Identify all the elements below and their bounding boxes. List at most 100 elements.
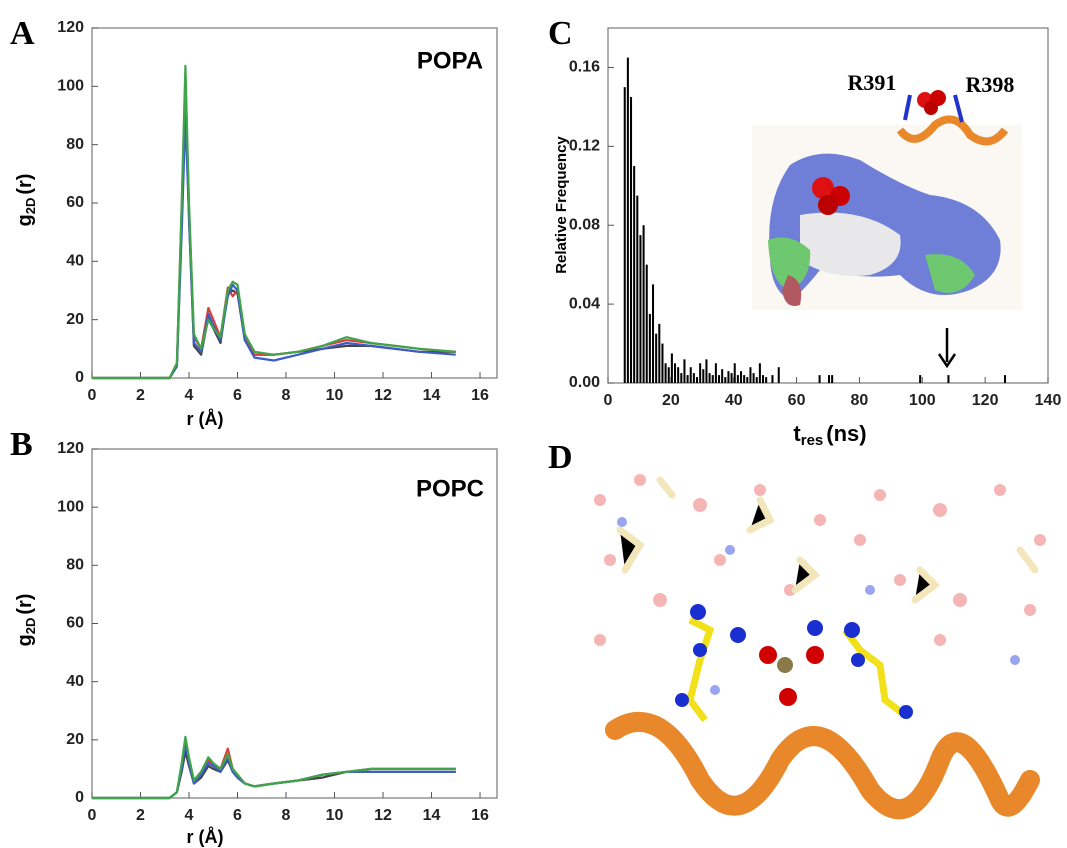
bar xyxy=(642,225,645,383)
label-sub: res xyxy=(801,432,824,449)
x-axis-label: r (Å) xyxy=(187,827,224,847)
x-tick-label: 10 xyxy=(326,807,344,824)
panel-label: D xyxy=(548,439,573,476)
bar xyxy=(661,343,664,383)
x-tick-label: 8 xyxy=(282,387,291,404)
x-axis-label: r (Å) xyxy=(187,409,224,429)
bar xyxy=(630,97,633,384)
bar xyxy=(683,359,686,383)
series-line xyxy=(92,735,456,800)
x-tick-label: 2 xyxy=(136,807,145,824)
label-main: t xyxy=(793,421,801,446)
bar xyxy=(639,235,642,383)
y-tick-label: 40 xyxy=(66,253,84,270)
y-tick-label: 100 xyxy=(57,498,84,515)
bar xyxy=(1004,375,1007,383)
bar xyxy=(818,375,821,383)
x-tick-label: 16 xyxy=(471,387,489,404)
series-line xyxy=(92,750,456,800)
bar xyxy=(947,375,950,383)
x-tick-label: 60 xyxy=(788,392,806,409)
y-tick-label: 100 xyxy=(57,78,84,95)
bar xyxy=(730,373,733,383)
annotation: R398 xyxy=(966,72,1015,97)
y-tick-label: 120 xyxy=(57,19,84,36)
series-line xyxy=(92,76,456,380)
bar xyxy=(749,367,752,383)
bar xyxy=(727,371,730,383)
bar xyxy=(667,367,670,383)
label-sub: 2D xyxy=(23,198,38,215)
y-tick-label: 0 xyxy=(75,369,84,386)
x-tick-label: 12 xyxy=(374,807,392,824)
bar xyxy=(711,375,714,383)
chart-title: POPC xyxy=(416,475,484,502)
bar xyxy=(623,87,626,384)
bar xyxy=(705,359,708,383)
series-line xyxy=(92,91,456,380)
bar xyxy=(670,353,673,383)
arrow xyxy=(937,328,957,369)
x-tick-label: 120 xyxy=(972,392,999,409)
x-tick-label: 10 xyxy=(326,387,344,404)
bar xyxy=(664,363,667,383)
bar xyxy=(645,264,648,383)
bar xyxy=(721,369,724,383)
bar xyxy=(740,371,743,383)
bar xyxy=(689,367,692,383)
label-main: g xyxy=(14,634,36,646)
label-rest: (r) xyxy=(14,594,36,615)
y-tick-label: 0.04 xyxy=(569,295,600,312)
y-tick-label: 20 xyxy=(66,731,84,748)
chart-title: POPA xyxy=(417,47,483,74)
y-axis-label: Relative Frequency xyxy=(553,136,570,274)
bar xyxy=(755,377,758,383)
bar xyxy=(733,363,736,383)
x-tick-label: 20 xyxy=(662,392,680,409)
annotation: R391 xyxy=(848,70,897,95)
molecular-render xyxy=(585,465,1055,845)
x-tick-label: 12 xyxy=(374,387,392,404)
x-tick-label: 0 xyxy=(88,387,97,404)
series-line xyxy=(92,114,456,380)
label-main: g xyxy=(14,214,36,226)
bar xyxy=(765,377,768,383)
x-tick-label: 8 xyxy=(282,807,291,824)
y-axis-label: g2D (r) xyxy=(14,594,38,647)
label-rest: (r) xyxy=(14,174,36,195)
bar xyxy=(699,363,702,383)
x-tick-label: 4 xyxy=(185,807,194,824)
bar xyxy=(777,367,780,383)
y-tick-label: 40 xyxy=(66,673,84,690)
x-tick-label: 80 xyxy=(851,392,869,409)
bar xyxy=(762,375,765,383)
x-tick-label: 4 xyxy=(185,387,194,404)
panel-label: B xyxy=(10,426,33,463)
y-tick-label: 20 xyxy=(66,311,84,328)
panel-label: C xyxy=(548,15,573,52)
x-tick-label: 6 xyxy=(233,387,242,404)
bar xyxy=(746,377,749,383)
y-axis-label: g2D (r) xyxy=(14,174,38,227)
bar xyxy=(771,375,774,383)
y-tick-label: 80 xyxy=(66,136,84,153)
inset-structure xyxy=(752,90,1022,310)
y-tick-label: 0.00 xyxy=(569,374,600,391)
y-tick-label: 0.16 xyxy=(569,59,600,76)
y-tick-label: 60 xyxy=(66,194,84,211)
bar xyxy=(919,375,922,383)
bar xyxy=(724,377,727,383)
y-tick-label: 60 xyxy=(66,615,84,632)
bar xyxy=(652,284,655,383)
bar xyxy=(718,375,721,383)
bar xyxy=(828,375,831,383)
bar xyxy=(677,367,680,383)
bar xyxy=(708,373,711,383)
bar xyxy=(714,363,717,383)
bar xyxy=(680,373,683,383)
x-tick-label: 16 xyxy=(471,807,489,824)
x-axis-label: tres (ns) xyxy=(793,421,866,449)
bar xyxy=(658,323,661,383)
x-tick-label: 2 xyxy=(136,387,145,404)
